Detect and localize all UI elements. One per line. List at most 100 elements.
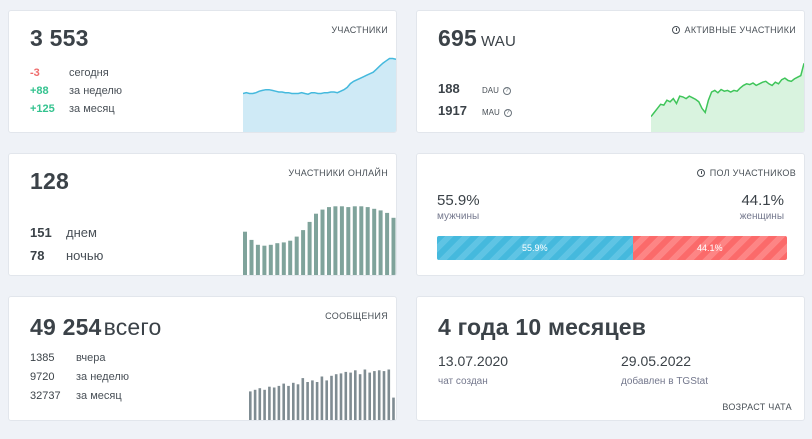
chart-bar [333,206,338,275]
chart-bar [352,206,357,275]
members-month-value: +125 [30,103,55,115]
clock-icon [671,26,680,34]
members-today-value: -3 [30,67,40,79]
question-icon[interactable]: ? [502,87,511,95]
chart-bar [385,212,390,275]
dau-value: 188 [438,81,460,96]
chart-bar [354,370,357,420]
messages-total-value: 49 254 [30,314,102,340]
chart-bar [294,236,299,275]
members-row-month: +125 за месяц [30,103,115,115]
female-label: женщины [739,211,784,222]
online-card: 128 УЧАСТНИКИ ОНЛАЙН 151 днем 78 ночью [8,153,397,276]
age-footer: ВОЗРАСТ ЧАТА [722,402,792,412]
mau-value: 1917 [438,103,467,118]
chart-bar [243,231,247,275]
male-pct: 55.9% [437,192,480,209]
trend-line [243,57,396,95]
members-week-label: за неделю [69,85,123,97]
active-row-mau: 1917 MAU? [438,103,512,118]
messages-yesterday-value: 1385 [30,352,55,364]
female-segment: 44.1% [632,236,787,260]
members-row-week: +88 за неделю [30,85,122,97]
messages-total: 49 254всего [30,314,162,341]
messages-bar-chart [249,369,395,420]
added-date: 29.05.2022 [621,353,692,369]
chart-bar [288,240,293,275]
added-label: добавлен в TGStat [621,376,709,387]
active-wau-value: 695 [438,25,477,51]
active-wau-suffix: WAU [480,33,517,50]
active-title-text: АКТИВНЫЕ УЧАСТНИКИ [684,25,796,35]
chart-bar [391,217,396,275]
online-row-night: 78 ночью [30,248,103,263]
created-label: чат создан [438,376,488,387]
members-card: 3 553 УЧАСТНИКИ -3 сегодня +88 за неделю +… [8,10,397,133]
age-card: 4 года 10 месяцев 13.07.2020 чат создан … [416,296,805,421]
chart-bar [311,380,314,420]
chart-bar [320,376,324,420]
chart-bar [373,371,376,420]
messages-week-value: 9720 [30,371,55,383]
chart-bar [392,397,395,420]
online-night-value: 78 [30,248,45,263]
active-value: 695 WAU [438,25,516,52]
active-row-dau: 188 DAU? [438,81,511,96]
chart-bar [344,371,348,420]
chart-bar [315,382,319,420]
online-title: УЧАСТНИКИ ОНЛАЙН [288,168,388,178]
chart-bar [307,221,312,275]
chart-bar [301,230,306,275]
created-date: 13.07.2020 [438,353,509,369]
messages-row-month: 32737 за месяц [30,390,122,402]
chart-bar [249,239,254,275]
chart-bar [368,372,371,420]
chart-bar [330,375,333,420]
chart-bar [327,207,331,275]
chart-bar [296,384,300,420]
messages-yesterday-label: вчера [76,352,106,364]
trend-line [651,63,804,118]
chart-bar [320,209,325,275]
trend-area [651,63,804,132]
gender-card: ПОЛ УЧАСТНИКОВ 55.9% мужчины 44.1% женщи… [416,153,805,276]
messages-week-label: за неделю [76,371,130,383]
active-title: АКТИВНЫЕ УЧАСТНИКИ [671,25,796,35]
chart-bar [346,207,351,275]
chart-bar [275,243,280,275]
chart-bar [281,242,286,275]
members-total: 3 553 [30,25,89,51]
chart-bar [358,374,362,420]
chart-bar [378,210,383,275]
chart-bar [301,378,305,420]
gender-title-text: ПОЛ УЧАСТНИКОВ [709,168,796,178]
question-icon[interactable]: ? [503,109,512,117]
chart-bar [263,389,266,420]
chart-bar [268,386,271,420]
gender-title: ПОЛ УЧАСТНИКОВ [696,168,796,178]
chart-bar [363,369,367,420]
members-today-label: сегодня [69,67,109,79]
trend-area [243,58,396,132]
active-card: 695 WAU АКТИВНЫЕ УЧАСТНИКИ 188 DAU? 1917 MA… [416,10,805,133]
chart-bar [287,385,290,420]
messages-month-value: 32737 [30,390,61,402]
female-pct: 44.1% [741,192,784,209]
messages-month-label: за месяц [76,390,122,402]
chart-bar [334,374,338,420]
chart-bar [377,370,381,420]
chart-bar [277,385,281,420]
chart-bar [282,383,285,420]
chart-bar [292,382,295,420]
members-title: УЧАСТНИКИ [331,25,388,35]
chart-bar [268,244,273,275]
age-title: 4 года 10 месяцев [438,314,647,340]
members-row-today: -3 сегодня [30,67,109,79]
clock-icon [696,169,705,177]
chart-bar [258,388,262,420]
online-bar-chart [243,206,396,275]
chart-bar [349,372,352,420]
members-month-label: за месяц [69,103,115,115]
chart-bar [255,244,260,275]
messages-row-yesterday: 1385 вчера [30,352,105,364]
